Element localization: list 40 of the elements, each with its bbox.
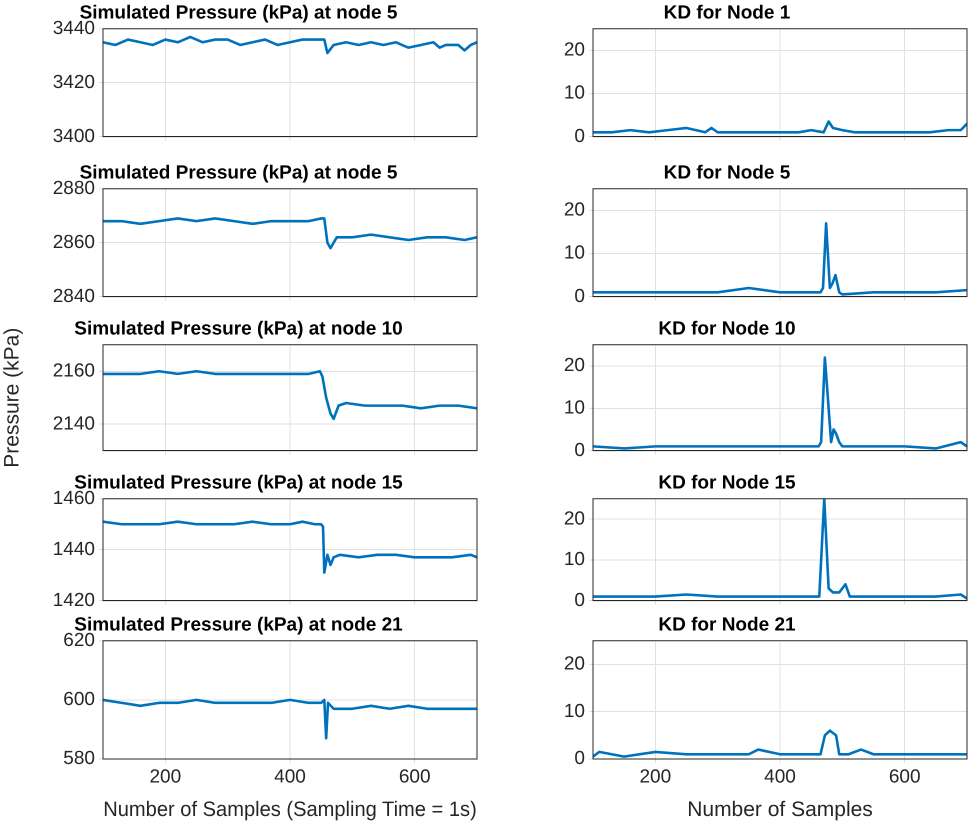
y-tick-label: 1440 [52, 538, 95, 560]
y-tick-label: 2840 [52, 286, 95, 307]
y-axis-title: Pressure (kPa) [0, 328, 24, 468]
y-tick-label: 600 [63, 689, 95, 710]
y-tick-label: 580 [63, 748, 95, 770]
x-tick-label: 400 [274, 766, 306, 788]
y-tick-label: 20 [564, 200, 585, 221]
y-tick-label: 20 [564, 508, 585, 530]
y-tick-label: 3420 [52, 72, 95, 93]
chart-title: KD for Node 10 [658, 318, 796, 340]
x-tick-label: 200 [149, 766, 182, 788]
x-axis-title: Number of Samples [687, 798, 873, 822]
x-tick-label: 600 [398, 766, 431, 788]
y-tick-label: 20 [564, 40, 585, 61]
y-tick-label: 0 [574, 440, 585, 461]
chart-title: Simulated Pressure (kPa) at node 10 [74, 318, 403, 340]
x-tick-label: 200 [639, 766, 672, 788]
y-tick-label: 10 [564, 242, 585, 264]
y-tick-label: 0 [574, 748, 585, 770]
x-tick-label: 600 [888, 766, 921, 788]
y-tick-label: 2860 [52, 232, 95, 253]
y-tick-label: 20 [564, 355, 585, 376]
y-tick-label: 1420 [52, 590, 95, 611]
y-tick-label: 0 [574, 590, 585, 611]
y-tick-label: 20 [564, 654, 585, 675]
y-tick-label: 0 [574, 126, 585, 147]
y-tick-label: 10 [564, 398, 585, 419]
y-tick-label: 0 [574, 286, 585, 307]
chart-title: KD for Node 5 [664, 162, 791, 184]
x-tick-label: 400 [764, 766, 796, 788]
y-tick-label: 10 [564, 82, 585, 104]
chart-title: KD for Node 21 [658, 614, 796, 636]
x-axis-title: Number of Samples (Sampling Time = 1s) [103, 798, 477, 822]
y-tick-label: 3400 [52, 126, 95, 147]
y-tick-label: 2140 [52, 413, 95, 434]
y-tick-label: 2160 [52, 360, 95, 382]
chart-title: KD for Node 1 [664, 2, 791, 24]
chart-title: KD for Node 15 [658, 472, 796, 494]
y-tick-label: 10 [564, 549, 585, 570]
y-tick-label: 10 [564, 700, 585, 722]
